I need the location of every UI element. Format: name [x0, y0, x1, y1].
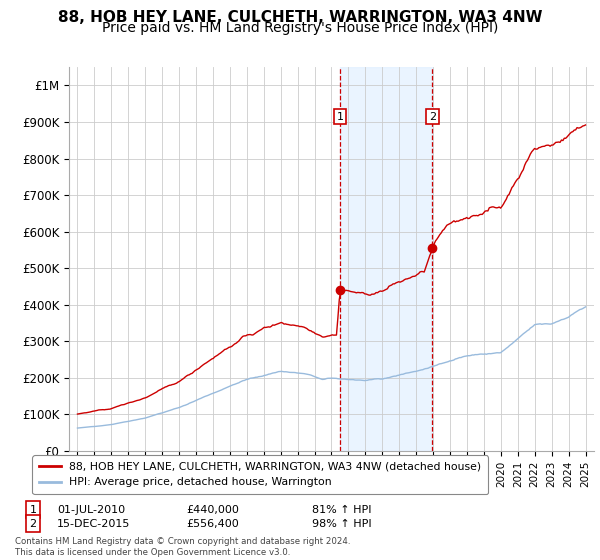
Text: Contains HM Land Registry data © Crown copyright and database right 2024.
This d: Contains HM Land Registry data © Crown c…: [15, 537, 350, 557]
Text: £440,000: £440,000: [186, 505, 239, 515]
Text: 81% ↑ HPI: 81% ↑ HPI: [312, 505, 371, 515]
Text: 2: 2: [29, 519, 37, 529]
Text: 01-JUL-2010: 01-JUL-2010: [57, 505, 125, 515]
Text: 1: 1: [337, 111, 343, 122]
Text: 98% ↑ HPI: 98% ↑ HPI: [312, 519, 371, 529]
Text: 88, HOB HEY LANE, CULCHETH, WARRINGTON, WA3 4NW: 88, HOB HEY LANE, CULCHETH, WARRINGTON, …: [58, 10, 542, 25]
Legend: 88, HOB HEY LANE, CULCHETH, WARRINGTON, WA3 4NW (detached house), HPI: Average p: 88, HOB HEY LANE, CULCHETH, WARRINGTON, …: [32, 455, 488, 494]
Bar: [340, 67, 433, 451]
Text: 2: 2: [429, 111, 436, 122]
Text: 15-DEC-2015: 15-DEC-2015: [57, 519, 130, 529]
Text: 1: 1: [29, 505, 37, 515]
Text: £556,400: £556,400: [186, 519, 239, 529]
Text: Price paid vs. HM Land Registry's House Price Index (HPI): Price paid vs. HM Land Registry's House …: [102, 21, 498, 35]
